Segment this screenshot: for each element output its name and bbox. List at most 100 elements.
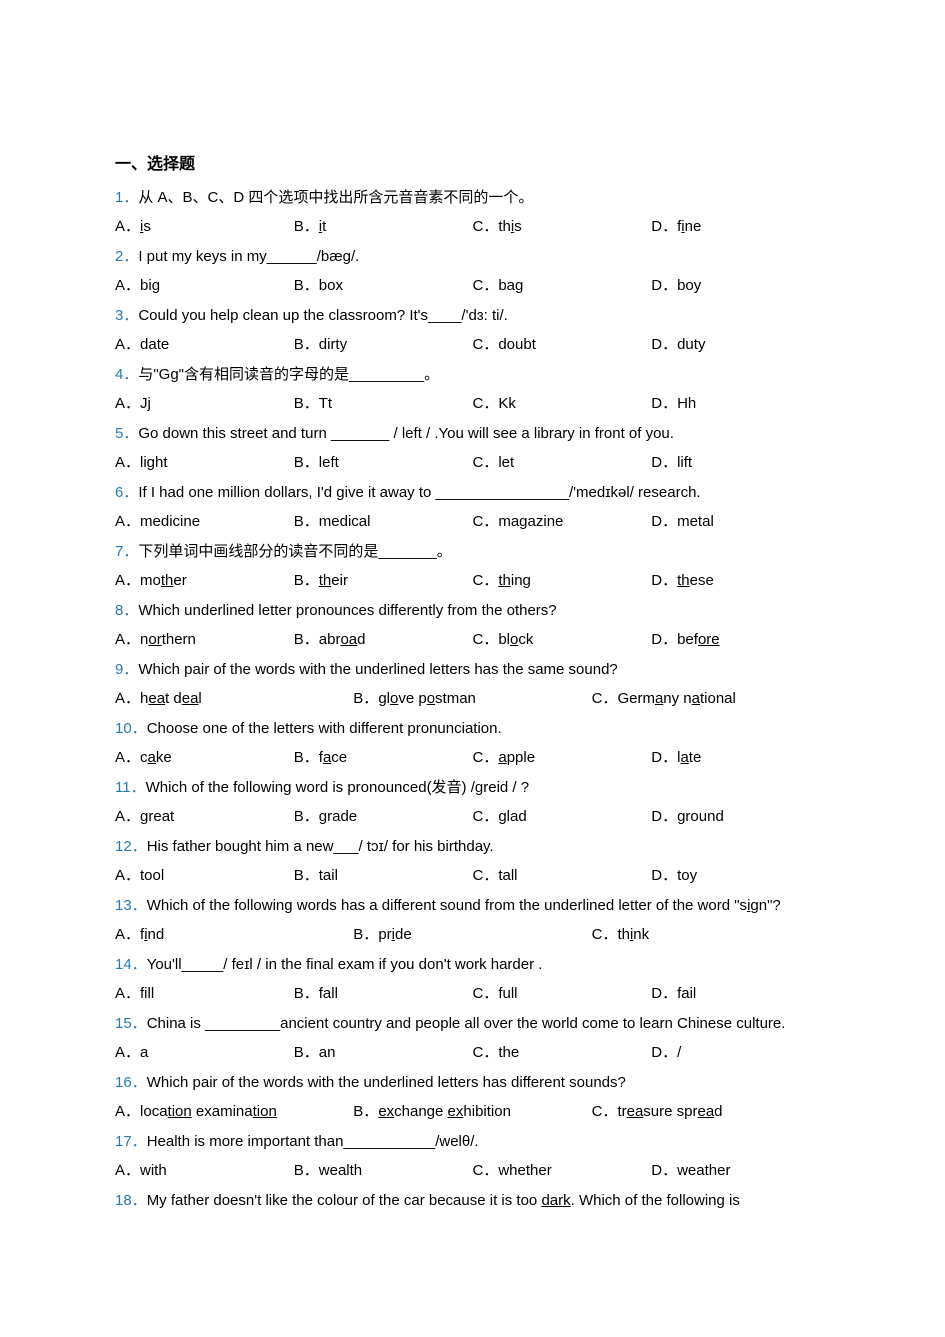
option-value: tail <box>319 867 338 884</box>
option-label: C． <box>473 395 499 412</box>
option[interactable]: D．late <box>651 744 830 773</box>
option-label: A． <box>115 218 140 235</box>
option[interactable]: B．fall <box>294 980 473 1009</box>
option-value: block <box>498 631 533 648</box>
option[interactable]: A．tool <box>115 862 294 891</box>
text-part: tail <box>319 867 338 884</box>
option[interactable]: D．before <box>651 626 830 655</box>
option[interactable]: C．full <box>473 980 652 1009</box>
text-part: Tt <box>319 395 332 412</box>
option[interactable]: C．the <box>473 1039 652 1068</box>
option-label: A． <box>115 1044 140 1061</box>
text-part: Which underlined letter pronounces diffe… <box>138 602 556 619</box>
option-value: doubt <box>498 336 536 353</box>
option[interactable]: B．box <box>294 272 473 301</box>
option[interactable]: C．block <box>473 626 652 655</box>
option[interactable]: D．duty <box>651 331 830 360</box>
option[interactable]: D．toy <box>651 862 830 891</box>
option[interactable]: C．whether <box>473 1157 652 1186</box>
option[interactable]: A．medicine <box>115 508 294 537</box>
option[interactable]: B．wealth <box>294 1157 473 1186</box>
option[interactable]: B．exchange exhibition <box>353 1098 591 1127</box>
option[interactable]: D．Hh <box>651 390 830 419</box>
option[interactable]: A．date <box>115 331 294 360</box>
option[interactable]: B．abroad <box>294 626 473 655</box>
option[interactable]: C．bag <box>473 272 652 301</box>
option[interactable]: D．boy <box>651 272 830 301</box>
option-label: C． <box>473 336 499 353</box>
option[interactable]: D．fine <box>651 213 830 242</box>
option-label: B． <box>294 631 319 648</box>
option-label: C． <box>473 631 499 648</box>
option[interactable]: A．northern <box>115 626 294 655</box>
option[interactable]: A．location examination <box>115 1098 353 1127</box>
option[interactable]: A．is <box>115 213 294 242</box>
option[interactable]: B．grade <box>294 803 473 832</box>
option[interactable]: C．this <box>473 213 652 242</box>
option[interactable]: B．face <box>294 744 473 773</box>
option[interactable]: C．magazine <box>473 508 652 537</box>
option[interactable]: C．thing <box>473 567 652 596</box>
option[interactable]: A．light <box>115 449 294 478</box>
option[interactable]: C．treasure spread <box>592 1098 830 1127</box>
option[interactable]: C．let <box>473 449 652 478</box>
option[interactable]: D．ground <box>651 803 830 832</box>
text-part: tr <box>617 1103 626 1120</box>
question-text: 9．Which pair of the words with the under… <box>115 656 830 685</box>
option[interactable]: B．dirty <box>294 331 473 360</box>
question-number: 3． <box>115 307 138 324</box>
option[interactable]: C．doubt <box>473 331 652 360</box>
option-label: B． <box>294 1162 319 1179</box>
option[interactable]: C．apple <box>473 744 652 773</box>
option[interactable]: B．an <box>294 1039 473 1068</box>
option[interactable]: B．medical <box>294 508 473 537</box>
option[interactable]: C．glad <box>473 803 652 832</box>
option[interactable]: D．metal <box>651 508 830 537</box>
option[interactable]: A．mother <box>115 567 294 596</box>
option[interactable]: A．find <box>115 921 353 950</box>
text-part: ore <box>698 631 720 648</box>
option[interactable]: B．it <box>294 213 473 242</box>
option[interactable]: B．Tt <box>294 390 473 419</box>
option[interactable]: D．/ <box>651 1039 830 1068</box>
option[interactable]: A．big <box>115 272 294 301</box>
option-value: this <box>498 218 521 235</box>
text-part: th <box>319 572 332 589</box>
option[interactable]: C．Germany national <box>592 685 830 714</box>
question-number: 10． <box>115 720 147 737</box>
option[interactable]: A．Jj <box>115 390 294 419</box>
option-value: wealth <box>319 1162 362 1179</box>
option[interactable]: A．heat deal <box>115 685 353 714</box>
question-stem: 从 A、B、C、D 四个选项中找出所含元音音素不同的一个。 <box>138 189 533 206</box>
option[interactable]: A．cake <box>115 744 294 773</box>
option[interactable]: B．glove postman <box>353 685 591 714</box>
option-label: B． <box>353 1103 378 1120</box>
option[interactable]: A．great <box>115 803 294 832</box>
text-part: Which pair of the words with the underli… <box>147 1074 626 1091</box>
option[interactable]: B．left <box>294 449 473 478</box>
option[interactable]: D．lift <box>651 449 830 478</box>
option-value: location examination <box>140 1103 277 1120</box>
question: 13．Which of the following words has a di… <box>115 892 830 949</box>
option[interactable]: A．a <box>115 1039 294 1068</box>
question-stem: I put my keys in my______/bæg/. <box>138 248 359 265</box>
option[interactable]: A．with <box>115 1157 294 1186</box>
option[interactable]: B．tail <box>294 862 473 891</box>
option[interactable]: C．tall <box>473 862 652 891</box>
option-value: medical <box>319 513 371 530</box>
question-number: 8． <box>115 602 138 619</box>
option[interactable]: D．weather <box>651 1157 830 1186</box>
option[interactable]: A．fill <box>115 980 294 1009</box>
option[interactable]: B．pride <box>353 921 591 950</box>
option[interactable]: D．fail <box>651 980 830 1009</box>
option[interactable]: C．Kk <box>473 390 652 419</box>
option[interactable]: C．think <box>592 921 830 950</box>
question-number: 7． <box>115 543 138 560</box>
text-part: ex <box>378 1103 394 1120</box>
option-value: find <box>140 926 164 943</box>
option[interactable]: B．their <box>294 567 473 596</box>
option-label: A． <box>115 1103 140 1120</box>
text-part: nd <box>148 926 165 943</box>
text-part: If I had one million dollars, I'd give i… <box>138 484 700 501</box>
option[interactable]: D．these <box>651 567 830 596</box>
